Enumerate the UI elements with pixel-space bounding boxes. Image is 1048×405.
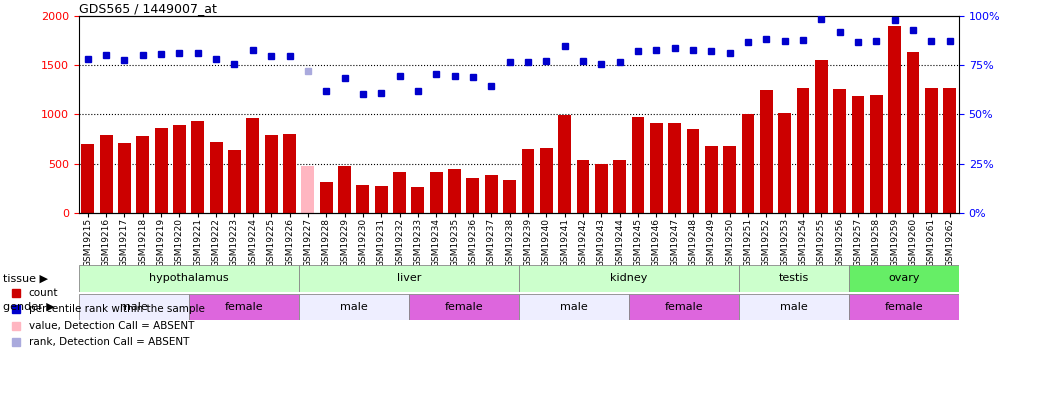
Bar: [815, 60, 828, 213]
Bar: [228, 150, 241, 213]
Bar: [742, 114, 755, 213]
Bar: [540, 148, 552, 213]
Bar: [299, 265, 519, 292]
Bar: [833, 89, 846, 213]
Bar: [723, 146, 736, 213]
Bar: [155, 128, 168, 213]
Bar: [82, 144, 94, 213]
Bar: [136, 136, 149, 213]
Bar: [299, 294, 409, 320]
Text: count: count: [29, 288, 59, 298]
Text: female: female: [224, 302, 263, 312]
Text: tissue ▶: tissue ▶: [3, 273, 48, 283]
Bar: [79, 265, 299, 292]
Bar: [595, 164, 608, 213]
Bar: [849, 265, 959, 292]
Bar: [925, 88, 938, 213]
Text: male: male: [340, 302, 368, 312]
Text: ovary: ovary: [888, 273, 920, 283]
Text: male: male: [780, 302, 808, 312]
Bar: [210, 142, 222, 213]
Bar: [409, 294, 519, 320]
Bar: [629, 294, 739, 320]
Text: female: female: [444, 302, 483, 312]
Bar: [669, 123, 681, 213]
Text: female: female: [664, 302, 703, 312]
Text: male: male: [119, 302, 148, 312]
Text: rank, Detection Call = ABSENT: rank, Detection Call = ABSENT: [29, 337, 190, 347]
Bar: [519, 294, 629, 320]
Text: gender ▶: gender ▶: [3, 302, 54, 312]
Bar: [852, 96, 865, 213]
Bar: [503, 180, 516, 213]
Text: testis: testis: [779, 273, 809, 283]
Text: liver: liver: [396, 273, 421, 283]
Bar: [173, 125, 185, 213]
Bar: [907, 51, 919, 213]
Bar: [79, 294, 189, 320]
Bar: [430, 173, 442, 213]
Bar: [302, 166, 314, 213]
Bar: [796, 88, 809, 213]
Text: kidney: kidney: [610, 273, 648, 283]
Text: female: female: [885, 302, 923, 312]
Bar: [246, 118, 259, 213]
Bar: [320, 182, 332, 213]
Text: value, Detection Call = ABSENT: value, Detection Call = ABSENT: [29, 321, 194, 330]
Bar: [339, 166, 351, 213]
Bar: [739, 294, 849, 320]
Text: male: male: [560, 302, 588, 312]
Bar: [870, 95, 882, 213]
Bar: [849, 294, 959, 320]
Bar: [485, 175, 498, 213]
Bar: [739, 265, 849, 292]
Bar: [466, 178, 479, 213]
Bar: [943, 88, 956, 213]
Bar: [393, 173, 406, 213]
Bar: [283, 134, 296, 213]
Bar: [356, 185, 369, 213]
Bar: [779, 113, 791, 213]
Text: GDS565 / 1449007_at: GDS565 / 1449007_at: [79, 2, 217, 15]
Bar: [375, 186, 388, 213]
Bar: [632, 117, 645, 213]
Bar: [100, 135, 112, 213]
Bar: [650, 123, 662, 213]
Bar: [412, 187, 424, 213]
Bar: [522, 149, 534, 213]
Text: hypothalamus: hypothalamus: [149, 273, 228, 283]
Bar: [519, 265, 739, 292]
Bar: [576, 160, 589, 213]
Bar: [889, 26, 901, 213]
Bar: [192, 121, 204, 213]
Bar: [189, 294, 299, 320]
Bar: [118, 143, 131, 213]
Bar: [449, 169, 461, 213]
Bar: [686, 129, 699, 213]
Bar: [559, 115, 571, 213]
Bar: [705, 146, 718, 213]
Bar: [760, 90, 772, 213]
Bar: [613, 160, 626, 213]
Bar: [265, 135, 278, 213]
Text: percentile rank within the sample: percentile rank within the sample: [29, 304, 204, 314]
